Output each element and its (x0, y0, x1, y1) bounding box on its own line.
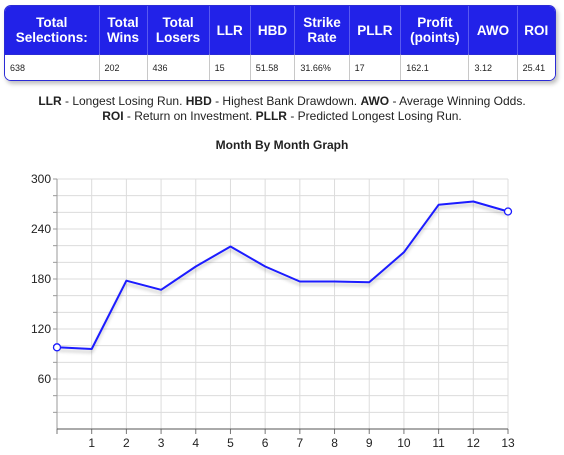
table-cell: 51.58 (250, 54, 296, 80)
column-header-line: Strike (303, 15, 341, 30)
data-point-marker (52, 343, 62, 352)
x-tick-label: 6 (262, 436, 269, 450)
table-cell: 15 (209, 54, 251, 80)
table-cell: 25.41 (517, 54, 555, 80)
column-header: Profit (points) (401, 6, 470, 54)
column-header: Total Wins (99, 6, 148, 54)
x-tick-label: 2 (123, 436, 130, 450)
column-header-line: (points) (410, 30, 460, 45)
column-header-line: Profit (417, 15, 453, 30)
x-tick-label: 4 (192, 436, 199, 450)
chart-axes (53, 178, 509, 434)
y-tick-label: 180 (31, 272, 51, 286)
y-tick-label: 240 (31, 222, 51, 236)
column-header: AWO (469, 6, 518, 54)
table-cell: 638 (5, 54, 100, 80)
column-header-line: PLLR (357, 22, 393, 38)
column-header-line: Losers (155, 30, 201, 45)
table-cell: 202 (99, 54, 148, 80)
x-tick-label: 5 (227, 436, 234, 450)
y-tick-label: 300 (31, 172, 51, 186)
legend-description: - Highest Bank Drawdown. (211, 94, 361, 108)
column-header-line: HBD (257, 22, 288, 38)
column-header-line: Rate (307, 30, 337, 45)
legend-abbr: ROI (102, 109, 124, 123)
column-header: PLLR (349, 6, 402, 54)
abbreviation-legend: LLR - Longest Losing Run. HBD - Highest … (0, 94, 564, 124)
x-tick-label: 13 (501, 436, 515, 450)
legend-line-1: LLR - Longest Losing Run. HBD - Highest … (0, 94, 564, 109)
legend-description: - Return on Investment. (123, 109, 256, 123)
legend-description: - Predicted Longest Losing Run. (286, 109, 462, 123)
y-tick-label: 120 (31, 322, 51, 336)
x-tick-label: 3 (158, 436, 165, 450)
table-cell: 3.12 (469, 54, 518, 80)
table-cell: 436 (147, 54, 210, 80)
table-header-row: Total Selections: Total Wins Total Losers LLR H… (5, 6, 555, 54)
legend-abbr: LLR (38, 94, 62, 108)
y-tick-label: 60 (38, 372, 52, 386)
column-header-line: Wins (106, 30, 140, 45)
chart-grid (57, 178, 509, 429)
series-line (56, 200, 509, 350)
column-header: Total Selections: (5, 6, 100, 54)
legend-abbr: AWO (360, 94, 390, 108)
legend-description: - Average Winning Odds. (389, 94, 526, 108)
column-header-line: LLR (216, 22, 243, 38)
table-cell: 17 (349, 54, 402, 80)
x-tick-label: 11 (432, 436, 445, 450)
legend-line-2: ROI - Return on Investment. PLLR - Predi… (0, 109, 564, 124)
legend-abbr: HBD (185, 94, 212, 108)
column-header: LLR (209, 6, 251, 54)
table-cell: 162.1 (401, 54, 470, 80)
column-header-line: Total (162, 15, 194, 30)
x-tick-label: 7 (297, 436, 304, 450)
column-header-line: ROI (524, 22, 549, 38)
column-header-line: Total (36, 15, 68, 30)
column-header: Strike Rate (295, 6, 350, 54)
x-tick-label: 1 (88, 436, 95, 450)
column-header-line: Total (107, 15, 139, 30)
x-tick-label: 8 (331, 436, 338, 450)
table-cell: 31.66% (295, 54, 350, 80)
stats-table: Total Selections: Total Wins Total Losers LLR H… (4, 5, 556, 81)
chart-title: Month By Month Graph (215, 138, 349, 152)
x-tick-label: 9 (366, 436, 373, 450)
column-header: ROI (517, 6, 555, 54)
legend-abbr: PLLR (255, 109, 287, 123)
column-header-line: AWO (476, 22, 510, 38)
x-tick-label: 10 (397, 436, 411, 450)
column-header-line: Selections: (15, 30, 88, 45)
x-tick-label: 12 (467, 436, 481, 450)
table-row: 638 202 436 15 51.58 31.66% 17 162.1 3.12 25.41 (5, 54, 555, 80)
legend-description: - Longest Losing Run. (61, 94, 186, 108)
column-header: HBD (250, 6, 296, 54)
chart-series (52, 200, 513, 352)
data-point-marker (503, 207, 513, 216)
column-header: Total Losers (147, 6, 210, 54)
